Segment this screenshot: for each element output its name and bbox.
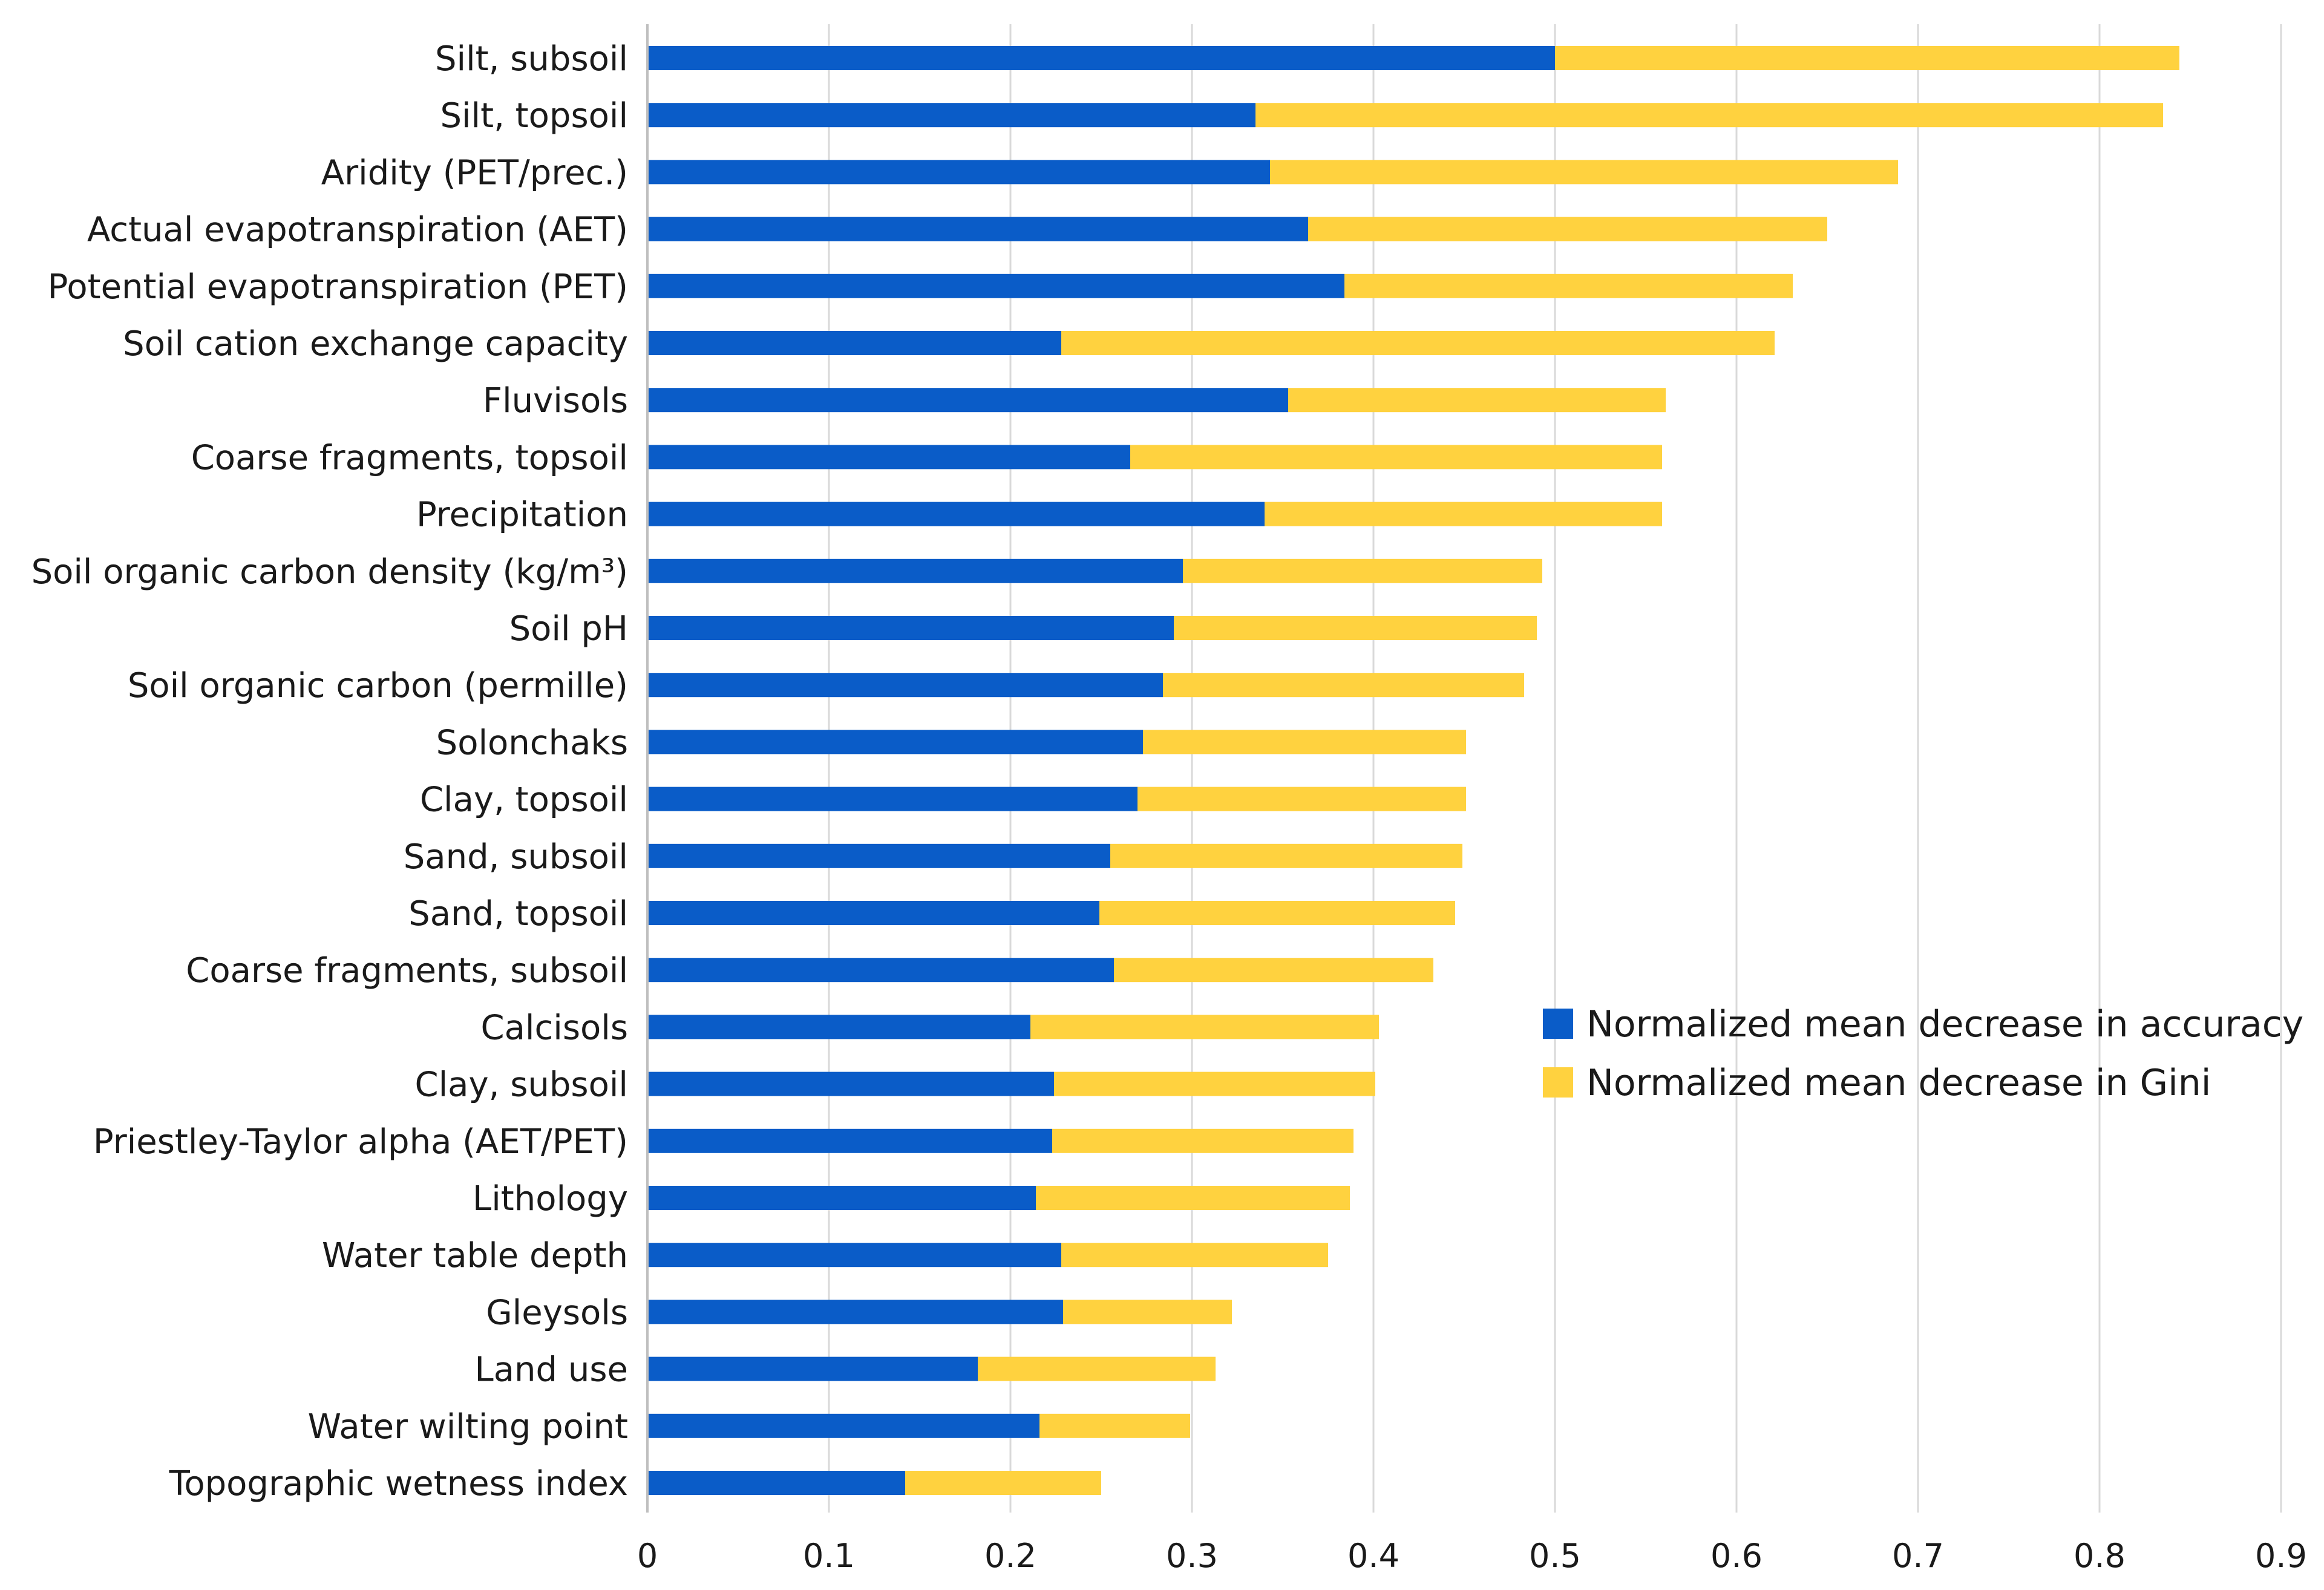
accuracy-bar-6 [647,388,1288,413]
gini-bar-22 [1063,1300,1232,1324]
accuracy-bar-20 [647,1186,1036,1210]
gini-bar-11 [1163,673,1524,698]
category-label: Priestley-Taylor alpha (AET/PET) [93,1122,628,1162]
gridlines [828,24,2282,1513]
gini-bar-12 [1143,730,1466,754]
gini-bar-25 [905,1471,1101,1495]
accuracy-bar-25 [647,1471,905,1495]
category-label: Coarse fragments, topsoil [191,438,628,477]
accuracy-bar-8 [647,502,1265,526]
accuracy-bar-17 [647,1015,1030,1039]
x-tick-label: 0.4 [1347,1537,1399,1575]
accuracy-bar-24 [647,1413,1039,1438]
accuracy-bar-1 [647,103,1255,128]
gini-bar-15 [1099,901,1455,925]
accuracy-bar-0 [647,46,1555,70]
legend: Normalized mean decrease in accuracy Norm… [1543,1003,2303,1104]
legend-swatch-1 [1543,1067,1573,1098]
gini-bar-20 [1036,1186,1350,1210]
gini-bar-23 [978,1356,1216,1381]
category-label: Potential evapotranspiration (PET) [48,267,628,307]
gini-bar-17 [1030,1015,1379,1039]
legend-label-0: Normalized mean decrease in accuracy [1586,1003,2303,1045]
gini-bar-6 [1288,388,1666,413]
x-tick-label: 0.8 [2074,1537,2126,1575]
category-label: Soil cation exchange capacity [123,324,628,364]
category-label: Clay, subsoil [415,1065,629,1105]
category-label: Solonchaks [436,723,628,762]
gini-bar-5 [1061,331,1775,355]
gini-bar-18 [1054,1071,1375,1096]
x-tick-label: 0.2 [984,1537,1036,1575]
category-label: Calcisols [481,1008,629,1047]
accuracy-bar-3 [647,217,1308,241]
category-label: Sand, topsoil [408,894,628,934]
x-tick-label: 0 [637,1537,658,1575]
accuracy-bar-23 [647,1356,978,1381]
accuracy-bar-7 [647,445,1130,469]
x-tick-label: 0.3 [1166,1537,1218,1575]
bars [647,46,2179,1495]
gini-bar-24 [1039,1413,1190,1438]
category-labels: Silt, subsoil Silt, topsoil Aridity (PET/p… [31,39,628,1503]
accuracy-bar-13 [647,787,1137,811]
x-tick-label: 0.9 [2255,1537,2307,1575]
category-label: Precipitation [416,496,628,535]
accuracy-bar-16 [647,958,1114,983]
gini-bar-14 [1110,843,1462,868]
category-label: Fluvisols [483,381,628,420]
x-tick-label: 0.5 [1529,1537,1581,1575]
gini-bar-13 [1137,787,1466,811]
category-label: Sand, subsoil [404,837,628,877]
x-tick-label: 0.1 [803,1537,855,1575]
category-label: Water table depth [322,1236,628,1275]
legend-swatch-0 [1543,1009,1573,1039]
accuracy-bar-11 [647,673,1163,698]
gini-bar-1 [1255,103,2163,128]
category-label: Lithology [473,1179,628,1219]
accuracy-bar-12 [647,730,1143,754]
accuracy-bar-21 [647,1243,1061,1268]
category-label: Gleysols [486,1293,628,1332]
category-label: Aridity (PET/prec.) [321,153,628,192]
gini-bar-21 [1061,1243,1328,1268]
x-tick-label: 0.6 [1710,1537,1763,1575]
category-label: Soil pH [509,609,628,649]
category-label: Land use [475,1350,628,1390]
category-label: Soil organic carbon density (kg/m³) [31,552,628,592]
x-tick-label: 0.7 [1892,1537,1944,1575]
gini-bar-3 [1308,217,1827,241]
gini-bar-19 [1052,1128,1353,1153]
gini-bar-10 [1174,616,1537,640]
category-label: Soil organic carbon (permille) [128,666,628,705]
accuracy-bar-9 [647,558,1183,583]
category-label: Coarse fragments, subsoil [186,951,628,990]
gini-bar-8 [1265,502,1662,526]
legend-label-1: Normalized mean decrease in Gini [1586,1062,2211,1104]
gini-bar-9 [1183,558,1542,583]
accuracy-bar-18 [647,1071,1054,1096]
category-label: Topographic wetness index [169,1464,628,1503]
x-tick-labels: 0 0.1 0.2 0.3 0.4 0.5 0.6 0.7 0.8 0.9 [637,1537,2307,1575]
accuracy-bar-19 [647,1128,1052,1153]
accuracy-bar-4 [647,273,1344,298]
accuracy-bar-10 [647,616,1174,640]
category-label: Actual evapotranspiration (AET) [87,211,628,250]
gini-bar-16 [1114,958,1433,983]
gini-bar-0 [1555,46,2179,70]
gini-bar-4 [1344,273,1793,298]
accuracy-bar-22 [647,1300,1063,1324]
gini-bar-7 [1130,445,1662,469]
category-label: Silt, subsoil [435,39,628,79]
category-label: Clay, topsoil [420,780,628,820]
accuracy-bar-5 [647,331,1061,355]
accuracy-bar-14 [647,843,1110,868]
category-label: Water wilting point [308,1407,628,1447]
gini-bar-2 [1270,160,1898,185]
accuracy-bar-15 [647,901,1099,925]
accuracy-bar-2 [647,160,1270,185]
category-label: Silt, topsoil [440,96,628,136]
